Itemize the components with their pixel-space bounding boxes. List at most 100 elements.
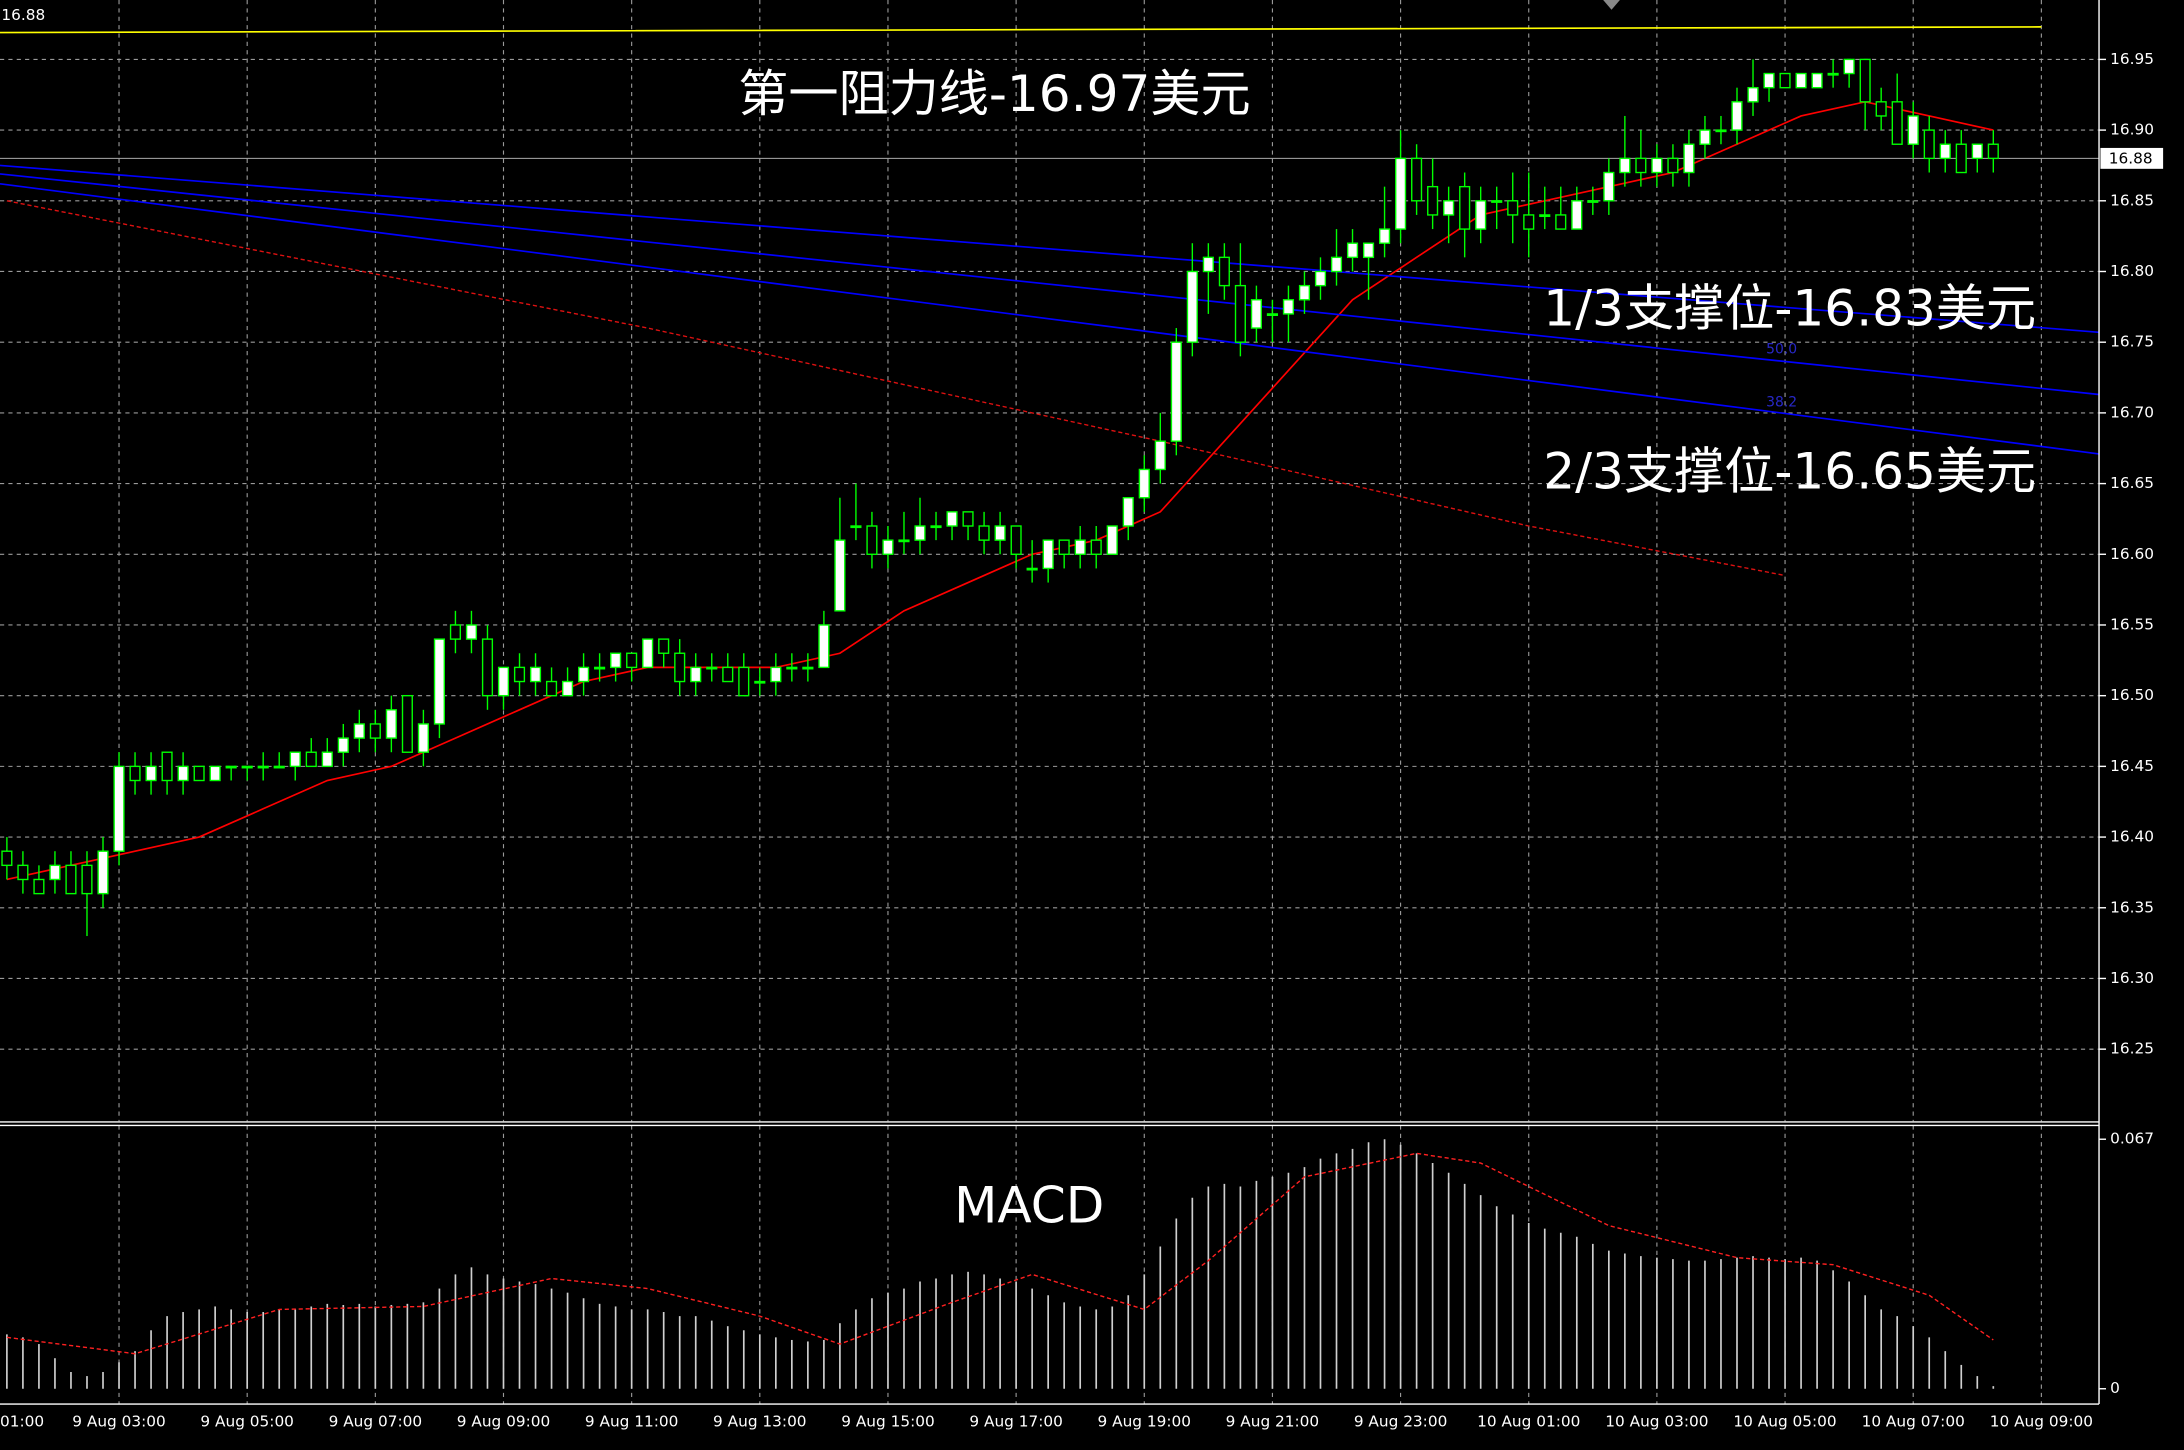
annotation: 38.2	[1766, 395, 1797, 411]
candle-body	[1411, 157, 1423, 202]
x-tick-label: 9 Aug 21:00	[1226, 1413, 1320, 1431]
candle-body	[1218, 256, 1230, 287]
candle-body	[770, 666, 782, 683]
candle-body	[1747, 86, 1759, 103]
candle-body	[1955, 143, 1967, 174]
candle-body	[1507, 200, 1519, 216]
candle-body	[1843, 58, 1855, 75]
candle-body	[481, 638, 494, 697]
candle-body	[465, 624, 478, 640]
x-tick-label: 9 Aug 11:00	[585, 1413, 679, 1431]
annotation: 2/3支撑位-16.65美元	[1543, 441, 2036, 500]
candle-body	[1443, 200, 1455, 216]
last-price-corner: 16.88	[1, 6, 45, 24]
x-tick-label: 9 Aug 03:00	[72, 1413, 166, 1431]
last-price-label: 16.88	[2109, 150, 2153, 168]
candle-body	[1731, 101, 1743, 131]
candle-body	[1058, 539, 1070, 555]
x-tick-label: 10 Aug 05:00	[1733, 1413, 1836, 1431]
candle-body	[1603, 171, 1615, 202]
macd-plot	[6, 1139, 1995, 1389]
candle-body	[1202, 256, 1214, 273]
candle-body	[1779, 72, 1791, 89]
candle-body	[1619, 157, 1631, 174]
candle-body	[1090, 539, 1102, 555]
candle-body	[978, 525, 990, 541]
candle-body	[241, 765, 253, 769]
candle-body	[145, 765, 157, 782]
indicator-line	[0, 183, 2100, 455]
candle-body	[33, 878, 45, 895]
candle-body	[1298, 284, 1311, 301]
y-tick-label: 0.067	[2110, 1130, 2154, 1148]
x-tick-label: 10 Aug 03:00	[1605, 1413, 1708, 1431]
candle-body	[1795, 72, 1807, 89]
candle-body	[289, 751, 301, 768]
candle-body	[49, 864, 61, 881]
candle-body	[1427, 185, 1439, 216]
y-tick-label: 16.90	[2110, 121, 2154, 139]
x-tick-label: 9 Aug 17:00	[969, 1413, 1063, 1431]
y-tick-label: 16.40	[2110, 828, 2154, 846]
candle-body	[1827, 72, 1839, 76]
candle-body	[81, 864, 93, 895]
annotation: 第一阻力线-16.97美元	[738, 64, 1250, 123]
y-tick-label: 16.80	[2110, 262, 2154, 280]
candle-body	[1186, 270, 1198, 343]
candle-body	[578, 666, 590, 683]
candle-body	[1491, 200, 1503, 203]
y-tick-label: 16.35	[2110, 898, 2154, 916]
candle-body	[209, 765, 221, 782]
x-tick-label: 10 Aug 01:00	[1477, 1413, 1580, 1431]
candle-body	[529, 666, 542, 683]
candle-body	[193, 765, 205, 782]
candle-body	[1683, 143, 1695, 174]
y-tick-label: 16.45	[2110, 757, 2154, 775]
x-tick-label: 9 Aug 23:00	[1354, 1413, 1448, 1431]
candle-body	[449, 624, 462, 640]
candle-body	[1042, 539, 1054, 570]
candle-body	[898, 539, 910, 543]
y-tick-label: 16.60	[2110, 545, 2154, 563]
candle-body	[674, 652, 686, 683]
y-tick-label: 16.55	[2110, 615, 2154, 633]
x-tick-label: 10 Aug 09:00	[1990, 1413, 2093, 1431]
candle-body	[1523, 214, 1535, 230]
candle-body	[1651, 157, 1663, 174]
x-tick-label: 9 Aug 15:00	[841, 1413, 935, 1431]
candle-body	[1971, 143, 1983, 160]
last-price-box	[2100, 147, 2164, 169]
candle-body	[594, 666, 606, 670]
x-tick-label: 10 Aug 07:00	[1862, 1413, 1965, 1431]
candle-body	[1, 850, 13, 867]
candle-body	[626, 652, 638, 669]
labels: 16.88 16.25 16.30 16.35 16.40 16.45 16.50 16.5…	[0, 6, 2164, 1431]
annotation: 1/3支撑位-16.83美元	[1543, 279, 2036, 338]
candle-body	[722, 666, 734, 683]
y-tick-label: 16.85	[2110, 191, 2154, 209]
price-plot	[0, 26, 2100, 937]
candle-body	[1010, 525, 1022, 555]
candle-body	[417, 723, 429, 753]
candle-body	[1170, 341, 1182, 442]
candle-body	[305, 751, 317, 768]
candle-body	[1378, 228, 1391, 244]
candle-body	[914, 525, 926, 541]
candle-body	[129, 765, 141, 782]
candle-body	[786, 666, 798, 670]
candle-body	[1395, 157, 1407, 230]
candle-body	[97, 850, 109, 895]
candle-body	[1859, 58, 1871, 103]
indicator-line	[0, 164, 2100, 334]
candle-body	[1362, 242, 1375, 259]
candle-body	[1907, 115, 1919, 145]
candle-body	[706, 666, 718, 670]
candle-body	[1763, 72, 1775, 89]
candle-body	[642, 638, 654, 669]
signal-line	[6, 1152, 1994, 1355]
candle-body	[1875, 101, 1887, 117]
candle-body	[225, 765, 237, 769]
candle-body	[1459, 185, 1471, 230]
x-tick-label: 9 Aug 19:00	[1098, 1413, 1192, 1431]
candle-body	[1699, 129, 1711, 145]
